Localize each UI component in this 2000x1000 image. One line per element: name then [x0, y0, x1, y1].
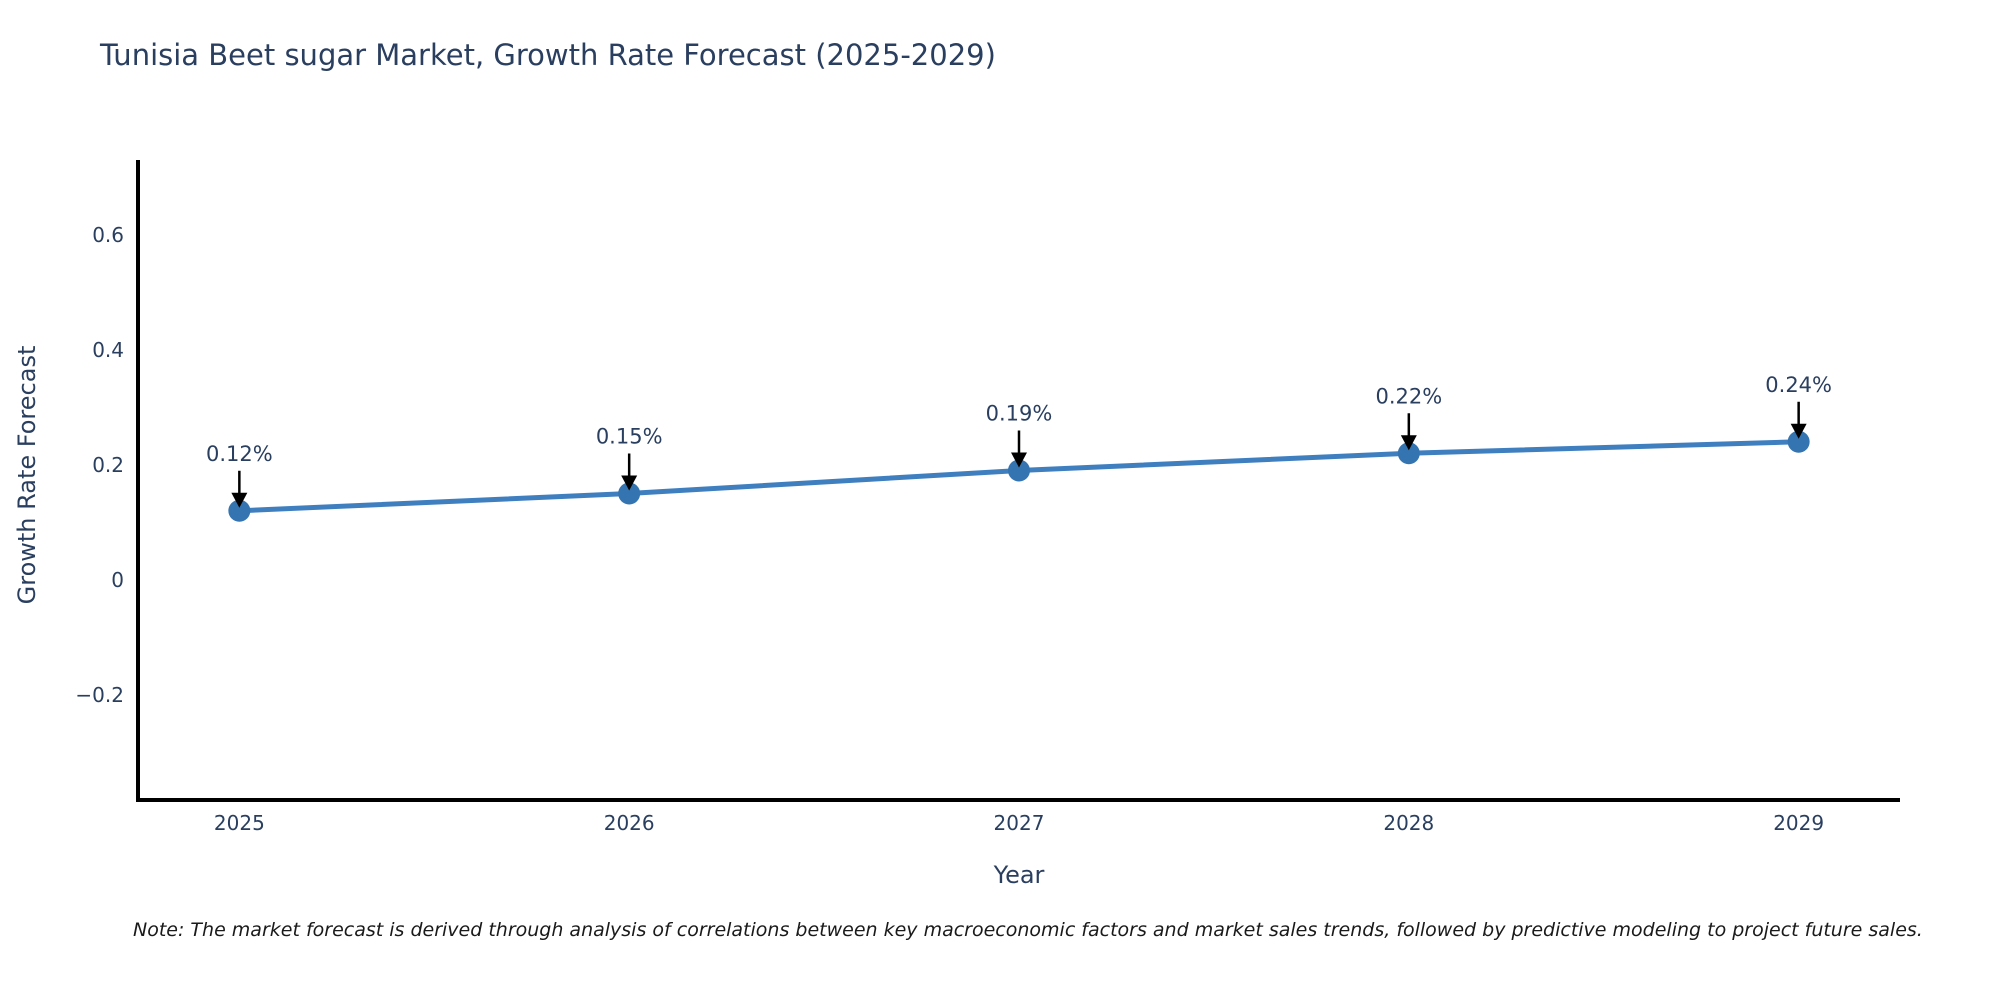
point-annotation-label: 0.22%: [1375, 384, 1442, 408]
annotation-arrowhead: [231, 492, 248, 508]
data-point: [1008, 459, 1030, 482]
point-annotation-label: 0.12%: [206, 442, 273, 466]
annotation-arrowhead: [621, 475, 638, 491]
y-tick-label: 0: [111, 568, 124, 592]
x-tick-label: 2029: [1773, 811, 1824, 835]
data-point: [1397, 442, 1420, 465]
point-annotation-label: 0.19%: [986, 402, 1053, 426]
annotation-arrowhead: [1790, 423, 1807, 439]
x-axis-title: Year: [993, 861, 1045, 889]
x-tick-label: 2027: [994, 811, 1045, 835]
footnote: Note: The market forecast is derived thr…: [133, 919, 1923, 941]
x-tick-label: 2026: [604, 811, 655, 835]
annotation-arrowhead: [1400, 435, 1417, 451]
data-point: [228, 499, 251, 522]
x-tick-label: 2028: [1383, 811, 1434, 835]
point-annotation-label: 0.15%: [596, 425, 663, 449]
y-tick-label: 0.2: [92, 453, 124, 477]
y-tick-label: −0.2: [75, 683, 124, 707]
data-point: [1787, 430, 1810, 453]
data-point: [618, 482, 641, 505]
y-tick-label: 0.6: [92, 223, 124, 247]
chart-title: Tunisia Beet sugar Market, Growth Rate F…: [100, 38, 996, 72]
y-tick-label: 0.4: [92, 338, 124, 362]
annotation-arrowhead: [1011, 452, 1027, 468]
point-annotation-label: 0.24%: [1765, 373, 1832, 397]
x-tick-label: 2025: [214, 811, 265, 835]
